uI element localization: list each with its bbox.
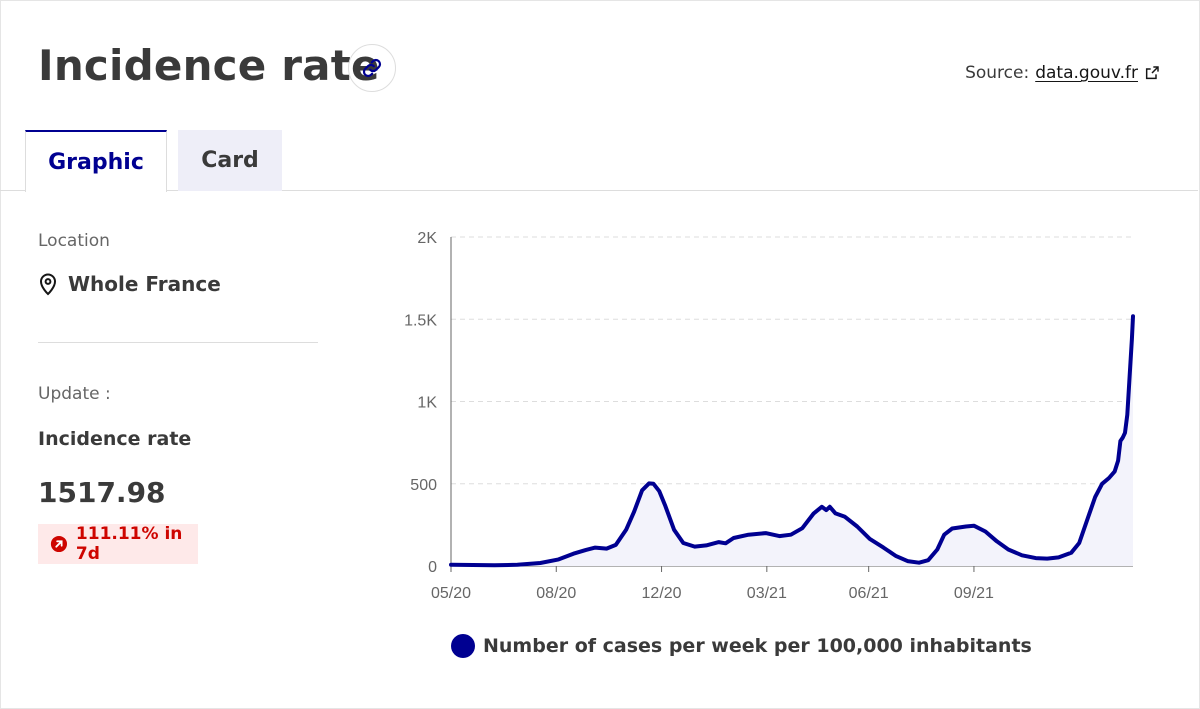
tab-graphic[interactable]: Graphic [25, 130, 167, 192]
incidence-chart: 0 500 1K 1.5K 2K 05/20 08/20 12/20 03/21 06/21 09/… [404, 230, 1135, 602]
series-line [449, 314, 1135, 568]
location-selector[interactable]: Whole France [38, 272, 221, 296]
copy-link-button[interactable] [348, 44, 396, 92]
y-tick-label: 1.5K [404, 312, 437, 329]
legend-swatch [451, 634, 475, 658]
x-tick-label: 06/21 [849, 585, 889, 602]
metric-name: Incidence rate [38, 428, 192, 450]
page-title: Incidence rate [38, 41, 380, 90]
y-tick-label: 0 [428, 559, 437, 576]
y-tick-label: 500 [410, 477, 437, 494]
location-value: Whole France [68, 272, 221, 296]
x-tick-label: 03/21 [747, 585, 787, 602]
metric-value: 1517.98 [38, 476, 166, 509]
tab-card[interactable]: Card [178, 130, 282, 191]
x-tick-label: 08/20 [536, 585, 576, 602]
series-area [451, 316, 1133, 566]
chart-legend[interactable]: Number of cases per week per 100,000 inh… [451, 634, 1032, 658]
x-tick-label: 12/20 [642, 585, 682, 602]
sidebar-divider [38, 342, 318, 343]
x-tick-label: 05/20 [431, 585, 471, 602]
y-tick-label: 1K [417, 395, 437, 412]
link-icon [362, 58, 382, 78]
source-link[interactable]: data.gouv.fr [1035, 63, 1138, 83]
external-link-icon [1145, 66, 1159, 80]
y-tick-label: 2K [417, 230, 437, 247]
tab-bar: Graphic Card [0, 130, 1198, 192]
source-label: Source: [965, 63, 1030, 83]
location-pin-icon [39, 273, 57, 296]
source-line: Source: data.gouv.fr [965, 63, 1160, 83]
change-badge-text: 111.11% in 7d [75, 524, 183, 564]
x-tick-label: 09/21 [954, 585, 994, 602]
legend-label: Number of cases per week per 100,000 inh… [483, 635, 1032, 657]
change-badge: 111.11% in 7d [38, 524, 198, 564]
arrow-up-right-icon [50, 535, 68, 553]
update-label: Update : [38, 384, 111, 404]
location-label: Location [38, 231, 110, 251]
